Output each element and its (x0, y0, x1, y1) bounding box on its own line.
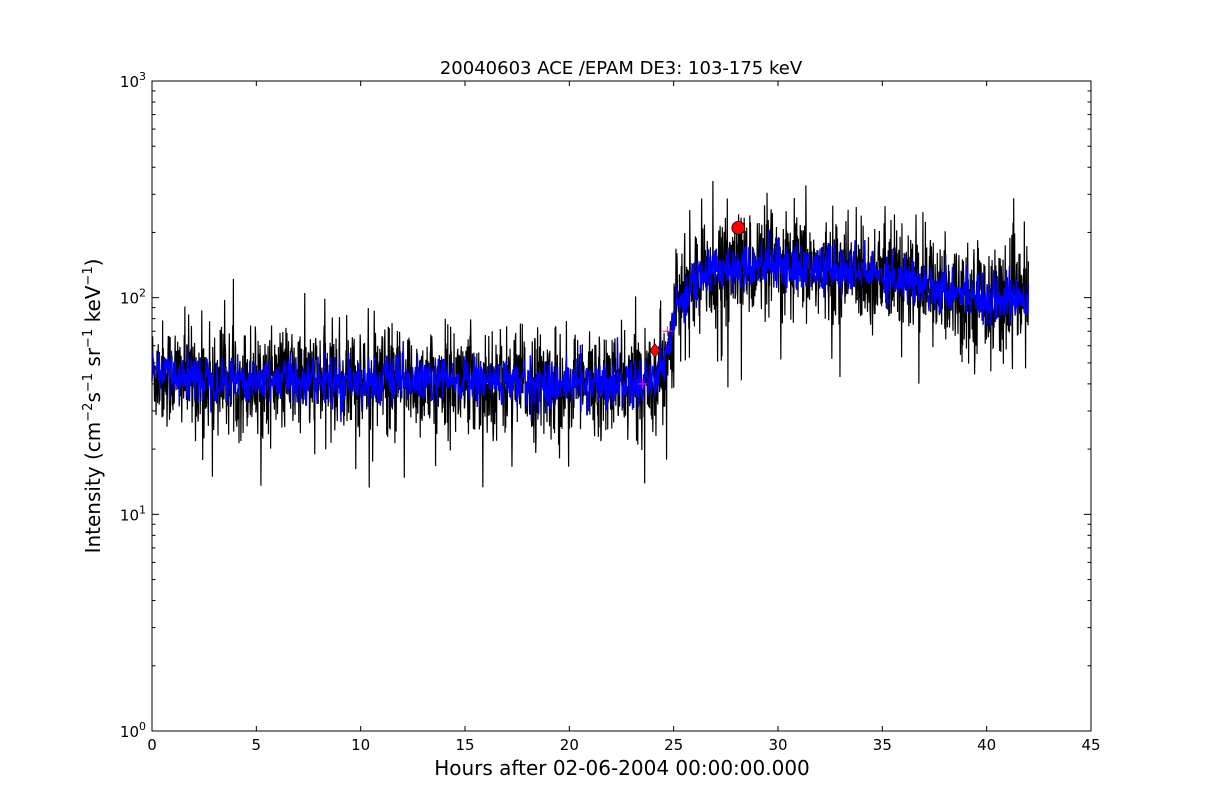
y-axis-label-sup1: −2 (81, 403, 96, 422)
plot-frame (151, 80, 1092, 732)
chart-title: 20040603 ACE /EPAM DE3: 103-175 keV (440, 58, 803, 79)
y-tick-label-base: 10 (120, 723, 139, 741)
y-tick-label: 103 (120, 70, 146, 91)
y-tick-label-exp: 1 (139, 503, 146, 516)
circle-marker (731, 220, 746, 235)
x-axis-label: Hours after 02-06-2004 00:00:00.000 (434, 756, 810, 780)
y-axis-label-kev: keV (81, 285, 105, 329)
x-tick-label: 10 (351, 736, 370, 754)
x-tick-label: 15 (455, 736, 474, 754)
axis-ticks (151, 80, 1092, 732)
y-axis-label-sr: sr (81, 347, 105, 373)
x-tick-label: 0 (147, 736, 157, 754)
y-tick-label: 100 (120, 720, 146, 741)
x-tick-label: 5 (252, 736, 262, 754)
plus-marker (637, 378, 648, 389)
plot-content (151, 181, 1030, 488)
y-tick-label-exp: 2 (139, 287, 146, 300)
y-tick-label-base: 10 (120, 73, 139, 91)
y-tick-label-base: 10 (120, 290, 139, 308)
series-line-smoothed (151, 230, 1030, 423)
x-tick-label: 25 (664, 736, 683, 754)
x-tick-labels: 0 5 10 15 20 25 30 35 40 45 (147, 736, 1100, 754)
y-tick-label-exp: 3 (139, 70, 146, 83)
diamond-marker (649, 343, 661, 359)
y-axis-label-prefix: Intensity (cm (81, 422, 105, 554)
y-tick-label: 102 (120, 287, 146, 308)
y-tick-label: 101 (120, 503, 146, 524)
x-tick-label: 20 (560, 736, 579, 754)
x-tick-label: 40 (977, 736, 996, 754)
plus-marker (662, 326, 673, 337)
y-axis-label-suffix: ) (81, 259, 105, 267)
y-tick-label-exp: 0 (139, 720, 146, 733)
y-axis-label-sup4: −1 (81, 266, 96, 285)
series-line-raw (151, 181, 1029, 488)
x-tick-label: 30 (768, 736, 787, 754)
x-tick-label: 45 (1081, 736, 1100, 754)
y-axis-label-s: s (81, 392, 105, 402)
y-axis-label-sup2: −1 (81, 373, 96, 392)
y-tick-label-base: 10 (120, 506, 139, 524)
y-axis-label: Intensity (cm−2s−1 sr−1 keV−1) (81, 259, 105, 554)
x-tick-label: 35 (873, 736, 892, 754)
y-axis-label-sup3: −1 (81, 329, 96, 348)
